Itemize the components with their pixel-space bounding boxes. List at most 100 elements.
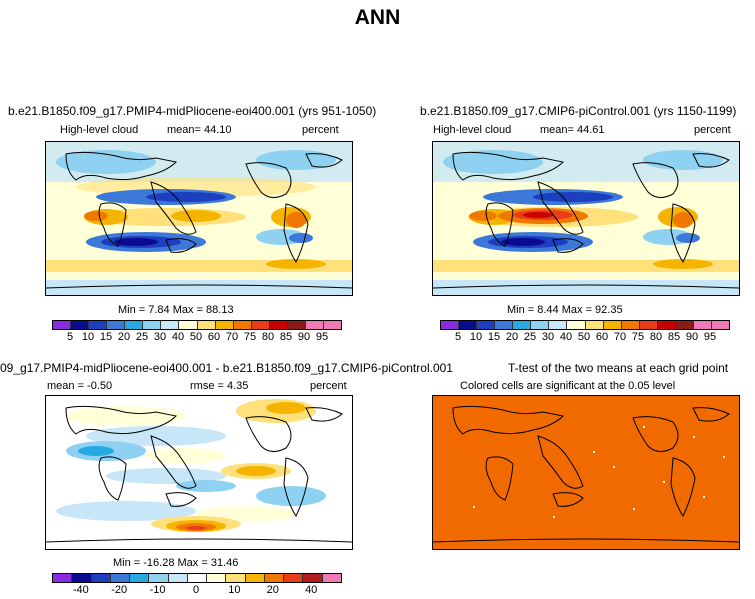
cbar-swatch <box>495 321 514 329</box>
cbar-swatch <box>711 321 729 329</box>
cbar-swatch <box>71 321 90 329</box>
cbar-swatch <box>513 321 532 329</box>
colorbar-tick-label: -20 <box>111 584 128 596</box>
colorbar-tick-label: 90 <box>297 331 311 343</box>
colorbar-tick-label: 15 <box>487 331 501 343</box>
cbar-swatch <box>585 321 604 329</box>
panel-bl-units: percent <box>310 380 347 392</box>
colorbar-tick-label: 20 <box>505 331 519 343</box>
panel-tr-title: b.e21.B1850.f09_g17.CMIP6-piControl.001 … <box>420 104 737 118</box>
cbar-swatch <box>287 321 306 329</box>
cbar-swatch <box>284 574 304 582</box>
panel-tr-variable: High-level cloud <box>433 124 512 136</box>
cbar-swatch <box>91 574 111 582</box>
colorbar-tick-label: 95 <box>703 331 717 343</box>
colorbar-tick-label: 60 <box>595 331 609 343</box>
cbar-swatch <box>149 574 169 582</box>
colorbar-tick-label: 85 <box>279 331 293 343</box>
panel-bl-map <box>45 395 353 550</box>
cbar-swatch <box>441 321 460 329</box>
cbar-swatch <box>215 321 234 329</box>
cbar-swatch <box>693 321 712 329</box>
figure-title: ANN <box>354 6 401 29</box>
cbar-swatch <box>322 574 341 582</box>
colorbar-tick-label: 0 <box>192 584 200 596</box>
cbar-swatch <box>110 574 131 582</box>
cbar-swatch <box>264 574 285 582</box>
colorbar-tick-label: 70 <box>225 331 239 343</box>
colorbar-tick-label: 80 <box>649 331 663 343</box>
colorbar-tick-label: 90 <box>685 331 699 343</box>
cbar-swatch <box>226 574 246 582</box>
colorbar-tick-label: 40 <box>171 331 185 343</box>
cbar-swatch <box>53 321 72 329</box>
colorbar-tick-label: 50 <box>577 331 591 343</box>
panel-br-field <box>433 396 739 549</box>
cbar-swatch <box>143 321 162 329</box>
cbar-swatch <box>197 321 216 329</box>
panel-tr-units: percent <box>694 124 731 136</box>
colorbar-tick-label: 60 <box>207 331 221 343</box>
panel-br-subtitle: Colored cells are significant at the 0.0… <box>460 380 676 392</box>
panel-tr-field <box>433 142 739 295</box>
cbar-swatch <box>107 321 126 329</box>
colorbar-tick-label: 50 <box>189 331 203 343</box>
cbar-swatch <box>531 321 550 329</box>
cbar-swatch <box>323 321 341 329</box>
cbar-swatch <box>207 574 227 582</box>
colorbar-tick-label: 5 <box>66 331 74 343</box>
cbar-swatch <box>621 321 640 329</box>
cbar-swatch <box>187 574 208 582</box>
panel-bl-minmax: Min = -16.28 Max = 31.46 <box>113 557 239 569</box>
cbar-swatch <box>549 321 568 329</box>
panel-tr-mean: mean= 44.61 <box>540 124 605 136</box>
colorbar-tick-label: 80 <box>261 331 275 343</box>
panel-tr-colorbar <box>440 320 730 330</box>
cbar-swatch <box>168 574 188 582</box>
cbar-swatch <box>72 574 92 582</box>
cbar-swatch <box>125 321 144 329</box>
colorbar-tick-label: 20 <box>117 331 131 343</box>
panel-tl-variable: High-level cloud <box>60 124 139 136</box>
cbar-swatch <box>233 321 252 329</box>
panel-bl-title: 09_g17.PMIP4-midPliocene-eoi400.001 - b.… <box>0 361 453 375</box>
cbar-swatch <box>567 321 586 329</box>
colorbar-tick-label: 15 <box>99 331 113 343</box>
colorbar-tick-label: 10 <box>469 331 483 343</box>
panel-tr-map <box>432 141 740 296</box>
colorbar-tick-label: 10 <box>81 331 95 343</box>
colorbar-tick-label: -40 <box>72 584 89 596</box>
cbar-swatch <box>675 321 694 329</box>
colorbar-tick-label: 70 <box>613 331 627 343</box>
colorbar-tick-label: 20 <box>266 584 279 596</box>
cbar-swatch <box>269 321 288 329</box>
cbar-swatch <box>303 574 323 582</box>
cbar-swatch <box>53 574 73 582</box>
panel-tl-mean: mean= 44.10 <box>167 124 232 136</box>
panel-tl-map <box>45 141 353 296</box>
cbar-swatch <box>305 321 324 329</box>
cbar-swatch <box>161 321 180 329</box>
cbar-swatch <box>459 321 478 329</box>
panel-br-title: T-test of the two means at each grid poi… <box>508 361 729 375</box>
colorbar-tick-label: 30 <box>153 331 167 343</box>
colorbar-tick-label: 95 <box>315 331 329 343</box>
colorbar-tick-label: 25 <box>523 331 537 343</box>
colorbar-tick-label: 30 <box>541 331 555 343</box>
panel-bl-field <box>46 396 352 549</box>
panel-tr-minmax: Min = 8.44 Max = 92.35 <box>507 304 623 316</box>
colorbar-tick-label: 40 <box>305 584 318 596</box>
colorbar-tick-label: -10 <box>149 584 166 596</box>
colorbar-tick-label: 10 <box>228 584 241 596</box>
panel-tl-field <box>46 142 352 295</box>
panel-tl-colorbar <box>52 320 342 330</box>
cbar-swatch <box>179 321 198 329</box>
colorbar-tick-label: 25 <box>135 331 149 343</box>
cbar-swatch <box>603 321 622 329</box>
colorbar-tick-label: 40 <box>559 331 573 343</box>
cbar-swatch <box>657 321 676 329</box>
colorbar-tick-label: 5 <box>454 331 462 343</box>
colorbar-tick-label: 75 <box>243 331 257 343</box>
panel-br-map <box>432 395 740 550</box>
cbar-swatch <box>251 321 270 329</box>
